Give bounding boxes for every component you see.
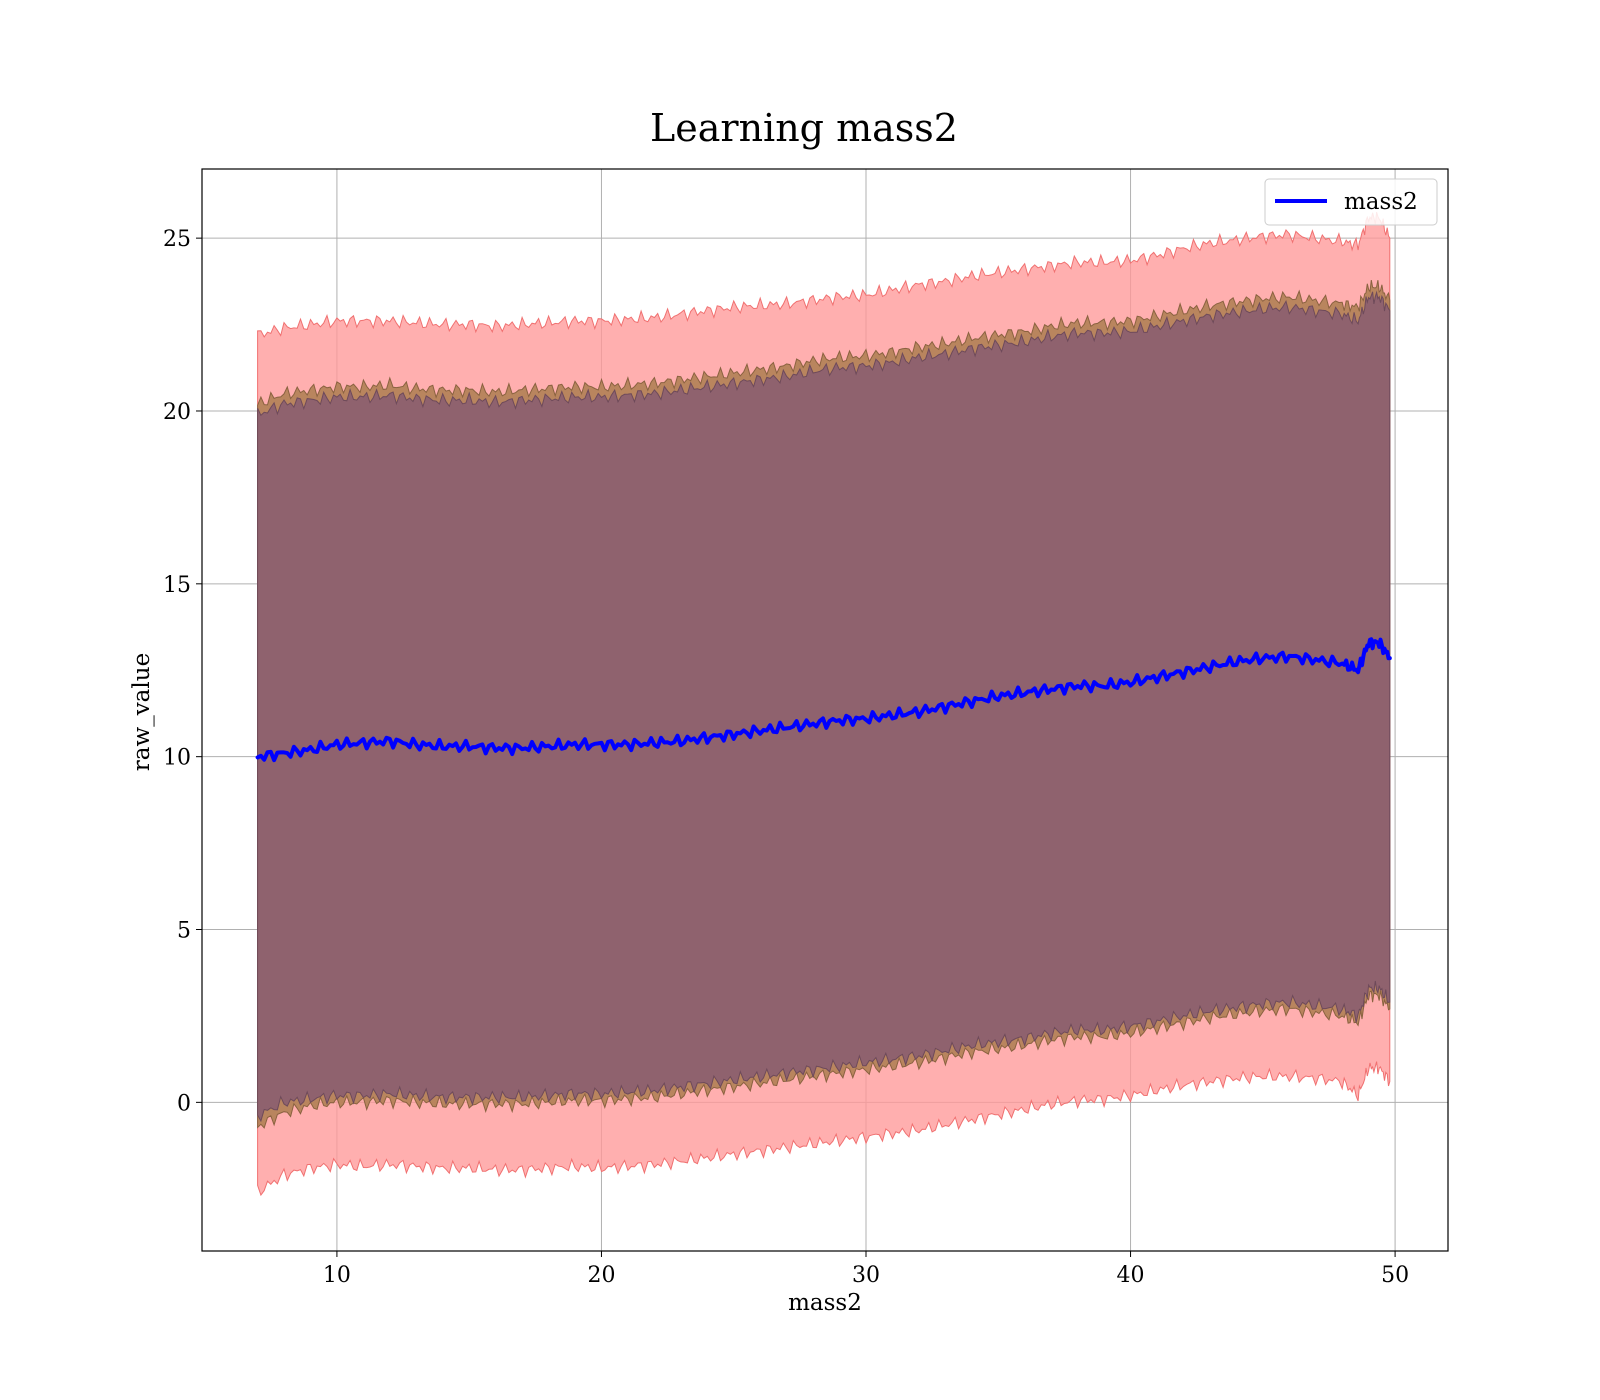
legend-box <box>1264 178 1438 226</box>
x-axis-label: mass2 <box>788 1290 862 1316</box>
x-axis-ticks: 10 20 30 40 50 <box>323 1251 1409 1288</box>
chart-title: Learning mass2 <box>650 106 958 150</box>
x-tick-label: 10 <box>323 1263 351 1288</box>
plot-frame <box>201 168 1449 1252</box>
x-tick-label: 40 <box>1117 1263 1145 1288</box>
y-tick-label: 10 <box>163 746 191 771</box>
legend-label-mass2: mass2 <box>1344 189 1418 215</box>
x-tick-label: 20 <box>587 1263 615 1288</box>
series-line-mass2 <box>255 637 1392 763</box>
y-tick-label: 5 <box>177 919 191 944</box>
inner-confidence-band <box>257 290 1391 1123</box>
y-tick-label: 20 <box>163 400 191 425</box>
y-tick-label: 25 <box>163 227 191 252</box>
y-tick-label: 15 <box>163 573 191 598</box>
x-tick-label: 30 <box>852 1263 880 1288</box>
y-axis-label: raw_value <box>129 653 155 771</box>
x-tick-label: 50 <box>1381 1263 1409 1288</box>
y-axis-ticks: 0 5 10 15 20 25 <box>163 227 202 1116</box>
y-tick-label: 0 <box>177 1091 191 1116</box>
legend: mass2 <box>1264 178 1438 226</box>
